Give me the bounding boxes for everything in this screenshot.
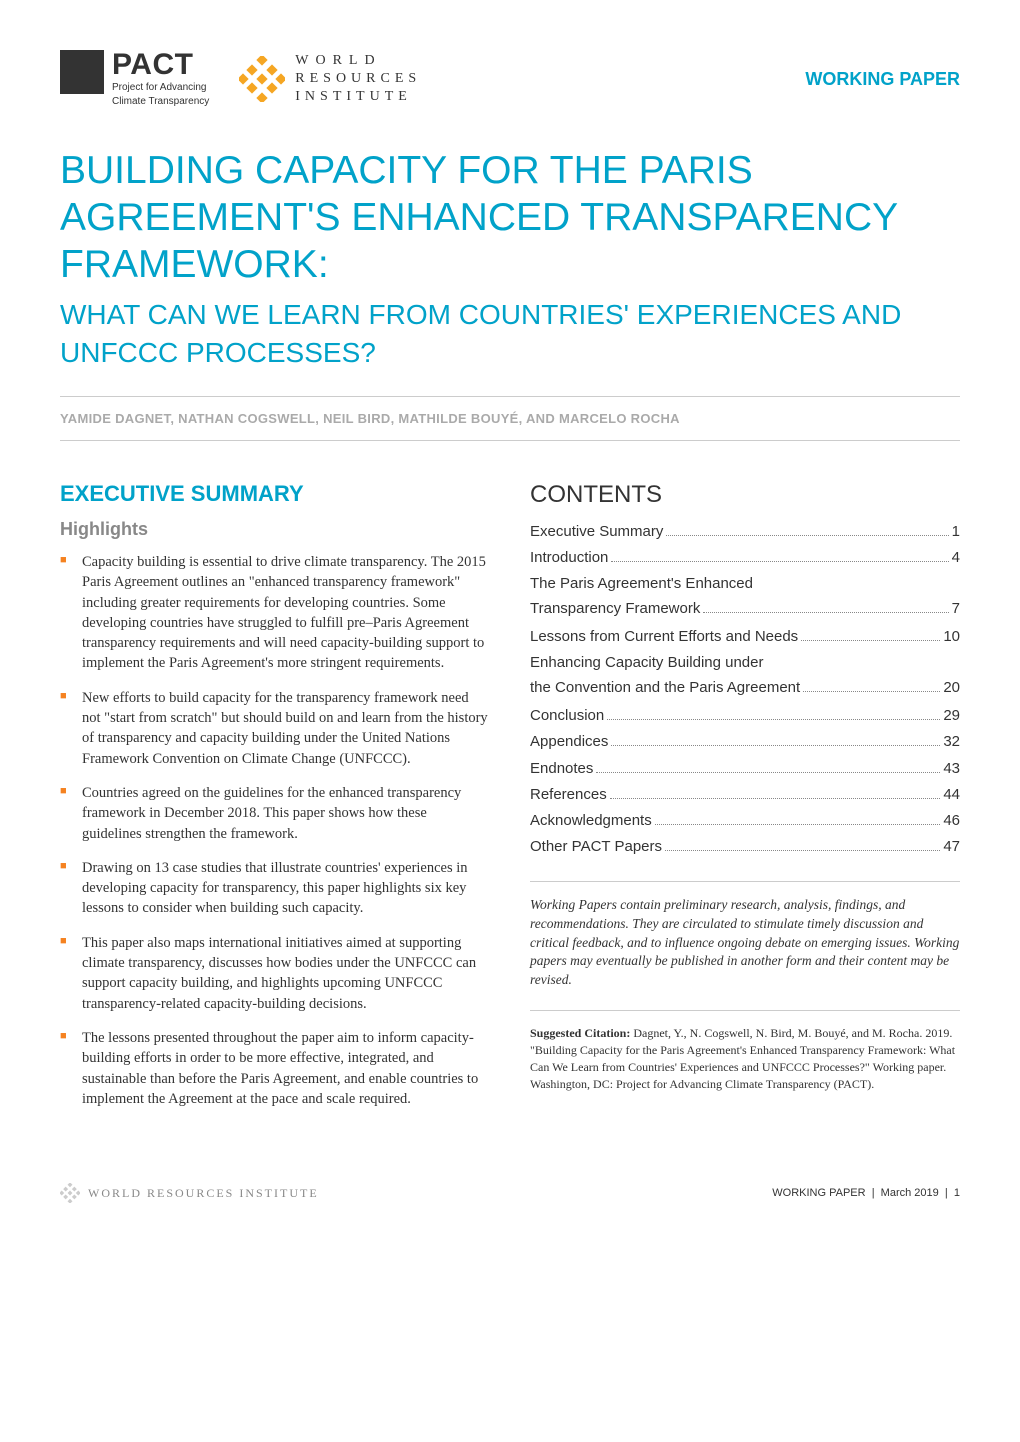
paper-title-sub: WHAT CAN WE LEARN FROM COUNTRIES' EXPERI…: [60, 296, 960, 372]
suggested-citation: Suggested Citation: Dagnet, Y., N. Cogsw…: [530, 1025, 960, 1092]
toc-dots: [611, 561, 948, 562]
toc-label: References: [530, 782, 607, 808]
highlight-item: The lessons presented throughout the pap…: [60, 1028, 490, 1109]
toc-dots: [801, 640, 940, 641]
highlights-heading: Highlights: [60, 519, 490, 540]
toc-label-line1: The Paris Agreement's Enhanced: [530, 573, 960, 596]
divider-icon: |: [945, 1187, 948, 1199]
paper-title-main: BUILDING CAPACITY FOR THE PARIS AGREEMEN…: [60, 148, 960, 288]
toc-label: Conclusion: [530, 703, 604, 729]
toc-item: Acknowledgments 46: [530, 808, 960, 834]
logo-group: PACT Project for Advancing Climate Trans…: [60, 50, 421, 108]
toc-label: Executive Summary: [530, 519, 663, 545]
toc-item: References 44: [530, 782, 960, 808]
toc-label-line2: the Convention and the Paris Agreement: [530, 675, 800, 701]
highlight-item: New efforts to build capacity for the tr…: [60, 688, 490, 769]
toc-label-line2: Transparency Framework: [530, 596, 700, 622]
citation-label: Suggested Citation:: [530, 1026, 630, 1040]
pact-name: PACT: [112, 50, 209, 80]
toc-page: 44: [943, 782, 960, 808]
toc-item: Other PACT Papers 47: [530, 834, 960, 860]
toc-label: Appendices: [530, 729, 608, 755]
footer-wri: WORLD RESOURCES INSTITUTE: [60, 1183, 319, 1203]
executive-summary-heading: EXECUTIVE SUMMARY: [60, 481, 490, 507]
toc-page: 47: [943, 834, 960, 860]
pact-logo-icon: [60, 50, 104, 94]
toc-dots: [607, 719, 940, 720]
left-column: EXECUTIVE SUMMARY Highlights Capacity bu…: [60, 481, 490, 1123]
table-of-contents: Executive Summary 1 Introduction 4 The Par…: [530, 519, 960, 861]
divider: [530, 1010, 960, 1011]
toc-label: Other PACT Papers: [530, 834, 662, 860]
document-type-label: WORKING PAPER: [805, 69, 960, 90]
wri-logo: WORLD RESOURCES INSTITUTE: [239, 52, 421, 107]
footer-pageinfo: WORKING PAPER | March 2019 | 1: [772, 1187, 960, 1199]
wri-line1: WORLD: [295, 52, 421, 70]
toc-dots: [703, 612, 948, 613]
highlight-item: Capacity building is essential to drive …: [60, 552, 490, 674]
toc-item: Appendices 32: [530, 729, 960, 755]
footer-wri-text: WORLD RESOURCES INSTITUTE: [88, 1186, 319, 1201]
pact-sub2: Climate Transparency: [112, 96, 209, 108]
toc-label: Lessons from Current Efforts and Needs: [530, 624, 798, 650]
highlight-item: This paper also maps international initi…: [60, 933, 490, 1014]
toc-item: The Paris Agreement's Enhanced Transpare…: [530, 573, 960, 622]
wri-footer-icon: [60, 1183, 80, 1203]
toc-label: Introduction: [530, 545, 608, 571]
toc-page: 46: [943, 808, 960, 834]
wri-line2: RESOURCES: [295, 70, 421, 88]
toc-dots: [666, 535, 948, 536]
toc-label-line1: Enhancing Capacity Building under: [530, 652, 960, 675]
toc-page: 32: [943, 729, 960, 755]
toc-dots: [610, 798, 941, 799]
highlight-item: Countries agreed on the guidelines for t…: [60, 783, 490, 844]
toc-item: Lessons from Current Efforts and Needs 10: [530, 624, 960, 650]
toc-dots: [611, 745, 940, 746]
toc-item: Introduction 4: [530, 545, 960, 571]
toc-page: 20: [943, 675, 960, 701]
header-row: PACT Project for Advancing Climate Trans…: [60, 50, 960, 108]
wri-line3: INSTITUTE: [295, 88, 421, 106]
toc-dots: [655, 824, 941, 825]
wri-text: WORLD RESOURCES INSTITUTE: [295, 52, 421, 107]
wri-logo-icon: [239, 56, 285, 102]
author-bar: YAMIDE DAGNET, NATHAN COGSWELL, NEIL BIR…: [60, 396, 960, 441]
toc-page: 10: [943, 624, 960, 650]
pact-logo: PACT Project for Advancing Climate Trans…: [60, 50, 209, 108]
toc-dots: [665, 850, 940, 851]
highlight-item: Drawing on 13 case studies that illustra…: [60, 858, 490, 919]
toc-item: Conclusion 29: [530, 703, 960, 729]
pact-text: PACT Project for Advancing Climate Trans…: [112, 50, 209, 108]
toc-dots: [803, 691, 940, 692]
toc-label: Acknowledgments: [530, 808, 652, 834]
divider: [530, 881, 960, 882]
toc-page: 1: [952, 519, 960, 545]
toc-item: Enhancing Capacity Building under the Co…: [530, 652, 960, 701]
footer-date: March 2019: [881, 1187, 939, 1199]
toc-dots: [596, 772, 940, 773]
right-column: CONTENTS Executive Summary 1 Introduction…: [530, 481, 960, 1123]
footer: WORLD RESOURCES INSTITUTE WORKING PAPER …: [60, 1183, 960, 1203]
divider-icon: |: [872, 1187, 875, 1199]
toc-page: 7: [952, 596, 960, 622]
toc-page: 43: [943, 756, 960, 782]
highlights-list: Capacity building is essential to drive …: [60, 552, 490, 1109]
footer-page: 1: [954, 1187, 960, 1199]
toc-item: Endnotes 43: [530, 756, 960, 782]
footer-doc-type: WORKING PAPER: [772, 1187, 865, 1199]
contents-heading: CONTENTS: [530, 481, 960, 509]
two-column-layout: EXECUTIVE SUMMARY Highlights Capacity bu…: [60, 481, 960, 1123]
toc-item: Executive Summary 1: [530, 519, 960, 545]
toc-page: 4: [952, 545, 960, 571]
toc-page: 29: [943, 703, 960, 729]
working-paper-note: Working Papers contain preliminary resea…: [530, 896, 960, 990]
toc-label: Endnotes: [530, 756, 593, 782]
pact-sub1: Project for Advancing: [112, 82, 209, 94]
